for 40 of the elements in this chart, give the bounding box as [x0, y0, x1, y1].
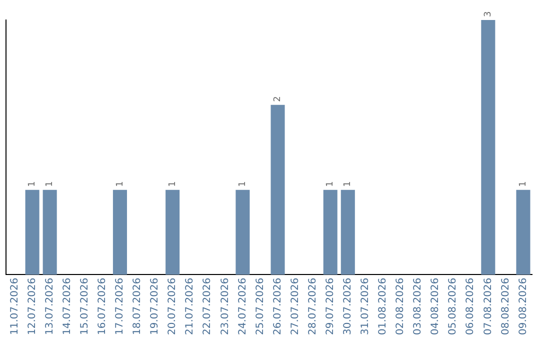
data-label: 1 — [238, 181, 248, 187]
x-tick-label: 31.07.2026 — [360, 278, 372, 336]
x-tick-label: 16.07.2026 — [97, 278, 108, 336]
x-tick-label: 07.08.2026 — [482, 278, 494, 336]
data-label: 1 — [45, 181, 56, 187]
data-label: 1 — [168, 181, 178, 187]
x-tick-label: 12.07.2026 — [26, 278, 38, 336]
x-tick-label: 19.07.2026 — [150, 278, 161, 336]
data-label: 2 — [273, 96, 284, 102]
x-tick-label: 14.07.2026 — [62, 278, 73, 336]
x-tick-label: 25.07.2026 — [254, 278, 266, 336]
x-tick-label: 18.07.2026 — [132, 278, 144, 336]
x-tick-label: 24.07.2026 — [237, 278, 248, 336]
x-tick-label: 13.07.2026 — [44, 278, 56, 336]
x-tick-label: 04.08.2026 — [430, 278, 442, 336]
x-tick-label: 27.07.2026 — [290, 278, 301, 336]
x-tick-label: 05.08.2026 — [448, 278, 459, 336]
data-label: 3 — [484, 11, 494, 17]
x-tick-label: 28.07.2026 — [307, 278, 318, 336]
data-label: 1 — [28, 181, 38, 187]
x-tick-label: 20.07.2026 — [167, 278, 178, 336]
data-label: 1 — [115, 181, 126, 187]
x-tick-label: 15.07.2026 — [79, 278, 90, 336]
x-tick-label: 22.07.2026 — [202, 278, 214, 336]
x-tick-label: 17.07.2026 — [114, 278, 126, 336]
x-tick-label: 23.07.2026 — [220, 278, 231, 336]
x-tick-label: 11.07.2026 — [9, 278, 20, 336]
data-label: 1 — [518, 181, 529, 187]
x-tick-label: 26.07.2026 — [272, 278, 284, 336]
x-tick-label: 06.08.2026 — [465, 278, 476, 336]
data-label: 1 — [343, 181, 354, 187]
data-label: 1 — [326, 181, 336, 187]
x-tick-label: 01.08.2026 — [378, 278, 389, 336]
x-tick-label: 02.08.2026 — [395, 278, 406, 336]
x-tick-label: 09.08.2026 — [518, 278, 529, 336]
x-tick-label: 21.07.2026 — [184, 278, 196, 336]
x-tick-label: 30.07.2026 — [342, 278, 354, 336]
x-tick-label: 29.07.2026 — [324, 278, 336, 336]
x-tick-label: 03.08.2026 — [412, 278, 424, 336]
x-tick-label: 08.08.2026 — [500, 278, 512, 336]
